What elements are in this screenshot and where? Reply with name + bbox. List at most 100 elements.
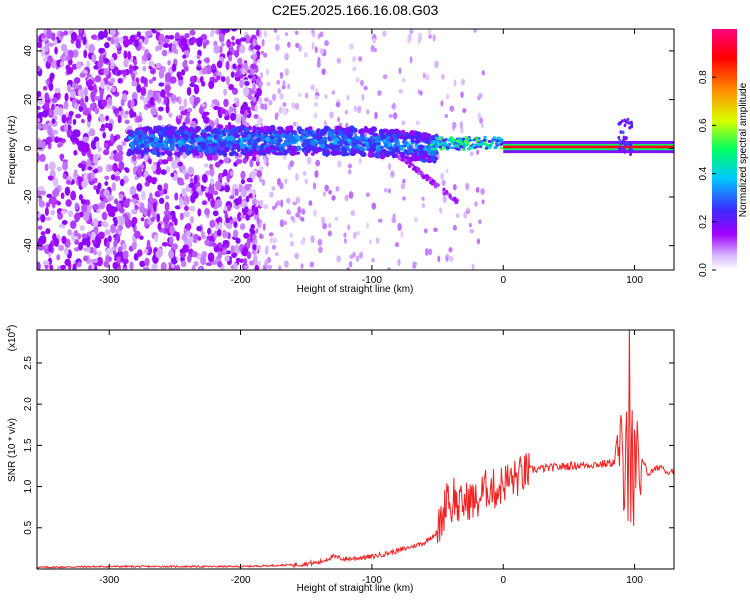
spectrogram-cell xyxy=(477,112,481,121)
spectrogram-cell xyxy=(64,247,69,256)
spectrogram-cell xyxy=(275,142,281,147)
spectrogram-cell xyxy=(455,139,460,143)
spectrogram-cell xyxy=(40,231,46,236)
spectrogram-cell xyxy=(251,140,259,145)
spectrogram-cell xyxy=(365,109,370,115)
spectrogram-cell xyxy=(390,170,395,178)
spectrogram-cell xyxy=(187,166,194,176)
spectrogram-cell xyxy=(185,230,192,237)
spectrogram-cell xyxy=(43,56,49,63)
spectrogram-cell xyxy=(377,90,382,96)
spectrogram-cell xyxy=(409,130,416,136)
spectrogram-cell xyxy=(164,222,170,229)
spectrogram-cell xyxy=(70,31,78,42)
spectrogram-cell xyxy=(334,125,341,131)
spectrogram-cell xyxy=(148,136,155,142)
spectrogram-cell xyxy=(192,128,200,134)
spectrogram-cell xyxy=(409,29,414,35)
spectrogram-cell xyxy=(255,29,260,37)
spectrogram-cell xyxy=(200,34,208,40)
spectrogram-cell xyxy=(322,222,327,230)
spectrogram-cell xyxy=(113,239,118,248)
spectrogram-cell xyxy=(42,85,48,91)
spectrogram-cell xyxy=(274,113,279,121)
spectrogram-cell xyxy=(216,229,222,237)
spectrogram-cell xyxy=(78,145,85,152)
spectrogram-cell xyxy=(244,122,250,128)
spectrogram-cell xyxy=(189,75,196,84)
spectrogram-cell xyxy=(398,89,403,94)
spectrogram-cell xyxy=(247,141,253,146)
spectrogram-cell xyxy=(252,233,257,241)
spectrogram-cell xyxy=(467,147,471,151)
spectrogram-cell xyxy=(160,169,167,175)
spectrogram-cell xyxy=(193,174,198,184)
spectrogram-cell xyxy=(163,38,170,44)
spectrogram-cell xyxy=(191,251,198,258)
spectrogram-cell xyxy=(463,211,467,219)
spectrogram-cell xyxy=(105,254,110,264)
spectrogram-cell xyxy=(242,86,250,97)
spectrogram-cell xyxy=(122,257,129,265)
spectrogram-cell xyxy=(200,255,207,266)
spectrogram-cell xyxy=(44,92,50,101)
spectrogram-cell xyxy=(204,239,210,247)
spectrogram-cell xyxy=(178,126,185,132)
spectrogram-cell xyxy=(165,104,170,114)
spectrogram-cell xyxy=(240,170,246,180)
spectrogram-cell xyxy=(154,191,161,198)
spectrogram-cell xyxy=(91,154,99,164)
spectrogram-cell xyxy=(269,191,274,198)
spectrogram-cell xyxy=(187,254,192,263)
spectrogram-cell xyxy=(433,147,438,151)
spectrogram-cell xyxy=(136,183,143,192)
spectrogram-cell xyxy=(318,246,323,254)
spectrogram-cell xyxy=(259,165,264,172)
spectrogram-cell xyxy=(359,146,366,152)
spectrogram-cell xyxy=(423,228,428,234)
spectrogram-cell xyxy=(626,141,630,146)
spectrogram-cell xyxy=(91,258,99,264)
spectrogram-cell xyxy=(74,102,79,110)
spectrogram-cell xyxy=(301,208,306,215)
spectrogram-cell xyxy=(254,264,260,270)
spectrogram-cell xyxy=(300,130,308,135)
spectrogram-cell xyxy=(188,37,195,46)
spectrogram-cell xyxy=(335,101,341,108)
spectrogram-cell xyxy=(347,169,352,175)
spectrogram-cell xyxy=(247,106,251,114)
spectrogram-cell xyxy=(157,114,163,121)
spectrogram-cell xyxy=(37,65,41,72)
spectrogram-cell xyxy=(379,128,384,134)
spectrogram-cell xyxy=(446,143,451,147)
spectrogram-cell xyxy=(158,82,165,87)
spectrogram-cell xyxy=(83,49,88,59)
spectrogram-cell xyxy=(478,219,482,225)
spectrogram-cell xyxy=(91,165,96,171)
spectrogram-cell xyxy=(397,132,402,137)
spectrogram-cell xyxy=(252,96,257,103)
spectrogram-cell xyxy=(182,169,187,175)
spectrogram-cell xyxy=(95,141,100,149)
spectrogram-cell xyxy=(383,142,388,149)
spectrogram-cell xyxy=(200,144,207,150)
spectrogram-cell xyxy=(60,264,67,270)
spectrogram-cell xyxy=(290,216,295,221)
spectrogram-cell xyxy=(444,114,449,119)
spectrogram-cell xyxy=(218,221,223,231)
spectrogram-cell xyxy=(207,145,213,151)
spectrogram-cell xyxy=(145,103,153,108)
spectrogram-frame xyxy=(36,28,675,271)
snr-xtick-label: 0 xyxy=(500,575,506,586)
spectrogram-cell xyxy=(242,101,248,111)
spectrogram-cell xyxy=(323,120,327,128)
spectrogram-cell xyxy=(350,209,356,216)
spectrogram-cell xyxy=(143,97,148,106)
spectrogram-cell xyxy=(67,210,74,218)
spectrogram-cell xyxy=(181,69,186,76)
spectrogram-cell xyxy=(74,202,79,211)
spectrogram-cell xyxy=(382,30,387,37)
spectrogram-cell xyxy=(78,29,84,34)
spectrogram-cell xyxy=(102,149,110,156)
colorbar-label: Normalized spectral amplitude xyxy=(738,82,749,217)
